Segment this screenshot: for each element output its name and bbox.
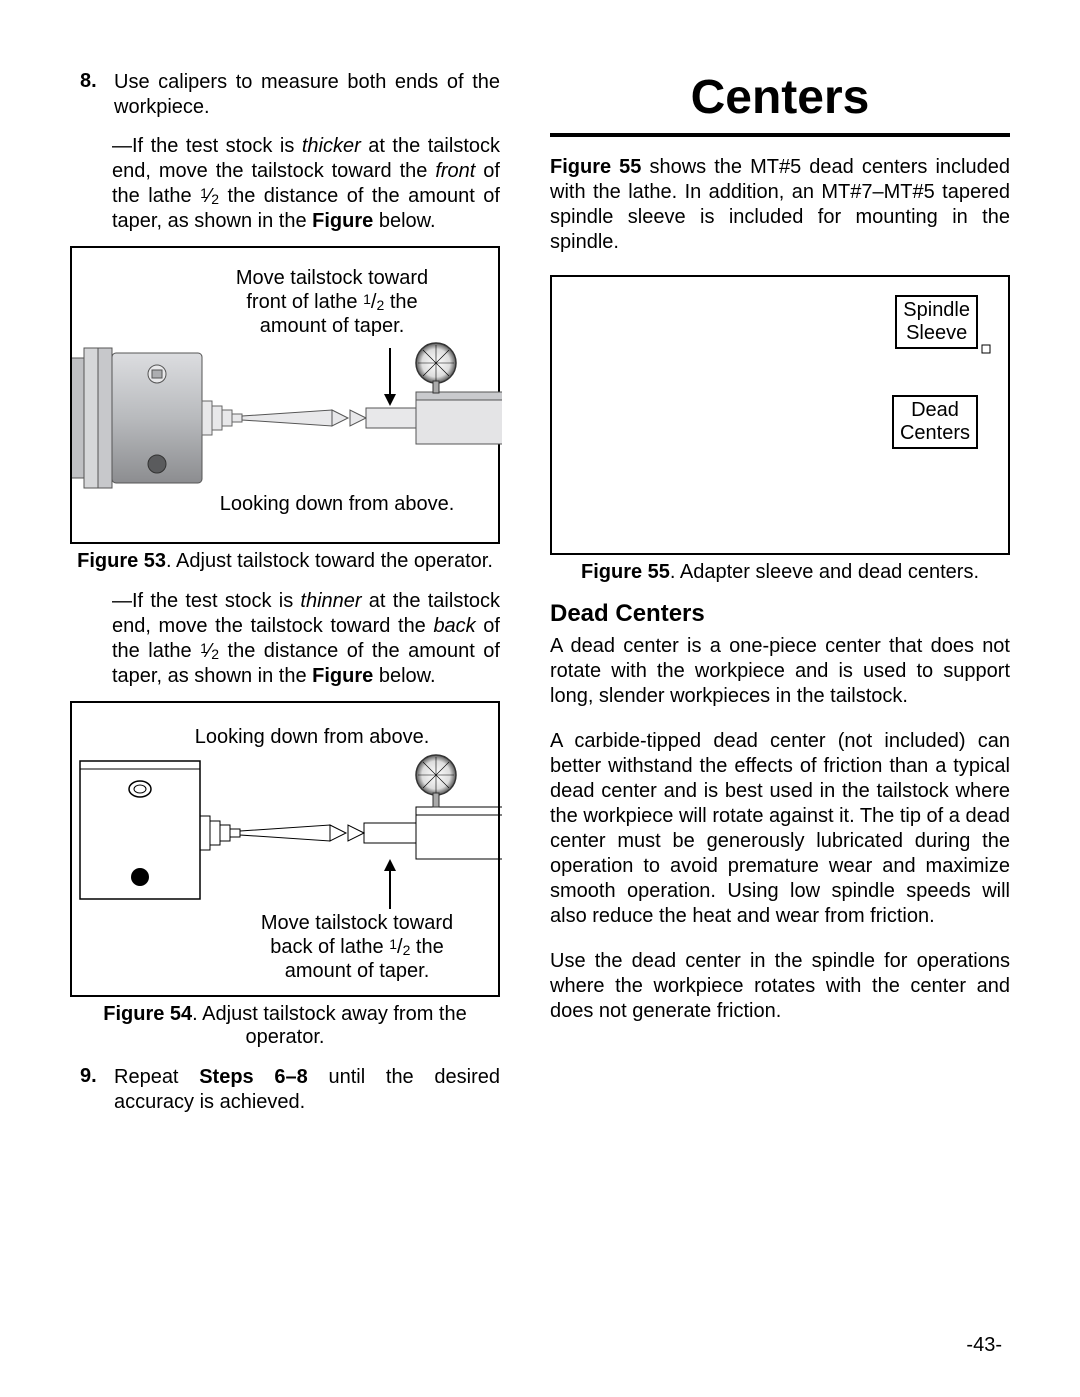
l: amount of taper. [285, 960, 430, 982]
sub-thicker: —If the test stock is thicker at the tai… [112, 134, 500, 234]
num: 1 [200, 185, 208, 201]
cb: Figure 54 [103, 1003, 192, 1025]
em: back [433, 615, 475, 637]
n: 1 [389, 936, 397, 952]
left-column: 8. Use calipers to measure both ends of … [70, 70, 500, 1129]
em: front [435, 160, 475, 182]
figure-53-caption: Figure 53. Adjust tailstock toward the o… [70, 550, 500, 573]
intro-paragraph: Figure 55 shows the MT#5 dead centers in… [550, 155, 1010, 255]
sub-text: —If the test stock is thinner at the tai… [112, 589, 500, 689]
step-text: Use calipers to measure both ends of the… [114, 70, 500, 120]
l: the [410, 936, 443, 958]
title-underline [550, 133, 1010, 137]
fig53-label-bottom: Looking down from above. [202, 492, 472, 516]
l: Move tailstock toward [261, 912, 453, 934]
em: thicker [302, 135, 361, 157]
t: below. [373, 210, 435, 232]
step-text: Repeat Steps 6–8 until the desired accur… [114, 1065, 500, 1115]
step-number: 9. [70, 1065, 114, 1115]
figure-54-caption: Figure 54. Adjust tailstock away from th… [70, 1003, 500, 1049]
dead-centers-heading: Dead Centers [550, 600, 1010, 628]
step-8: 8. Use calipers to measure both ends of … [70, 70, 500, 120]
dead-p2: A carbide-tipped dead center (not includ… [550, 729, 1010, 929]
em: thinner [300, 590, 361, 612]
b: Steps 6–8 [199, 1066, 308, 1088]
fig55-diagram [552, 277, 1012, 557]
sub-thinner: —If the test stock is thinner at the tai… [112, 589, 500, 689]
figure-53-box: Move tailstock toward front of lathe 1/2… [70, 246, 500, 544]
page-number: -43- [966, 1334, 1002, 1357]
b: Figure 55 [550, 156, 641, 178]
t: —If the test stock is [112, 590, 300, 612]
right-column: Centers Figure 55 shows the MT#5 dead ce… [550, 70, 1010, 1129]
figure-55-box: Spindle Sleeve Dead Centers [550, 275, 1010, 555]
t: below. [373, 665, 435, 687]
step-9: 9. Repeat Steps 6–8 until the desired ac… [70, 1065, 500, 1115]
t: Repeat [114, 1066, 199, 1088]
step-number: 8. [70, 70, 114, 120]
cb: Figure 55 [581, 561, 670, 583]
b: Figure [312, 665, 373, 687]
cr: . Adapter sleeve and dead centers. [670, 561, 979, 583]
dead-p3: Use the dead center in the spindle for o… [550, 949, 1010, 1024]
section-title: Centers [550, 70, 1010, 125]
fig54-label-bottom: Move tailstock toward back of lathe 1/2 … [232, 911, 482, 983]
figure-54-box: Looking down from above. [70, 701, 500, 997]
cr: . Adjust tailstock away from the operato… [192, 1003, 467, 1048]
l: back of lathe [270, 936, 389, 958]
cb: Figure 53 [77, 550, 166, 572]
figure-55-caption: Figure 55. Adapter sleeve and dead cente… [550, 561, 1010, 584]
n: 1 [200, 640, 208, 656]
den: 2 [211, 191, 219, 207]
d: 2 [211, 646, 219, 662]
dead-p1: A dead center is a one-piece center that… [550, 634, 1010, 709]
sub-text: —If the test stock is thicker at the tai… [112, 134, 500, 234]
b: Figure [312, 210, 373, 232]
cr: . Adjust tailstock toward the operator. [166, 550, 493, 572]
page-root: 8. Use calipers to measure both ends of … [0, 0, 1080, 1149]
t: —If the test stock is [112, 135, 302, 157]
